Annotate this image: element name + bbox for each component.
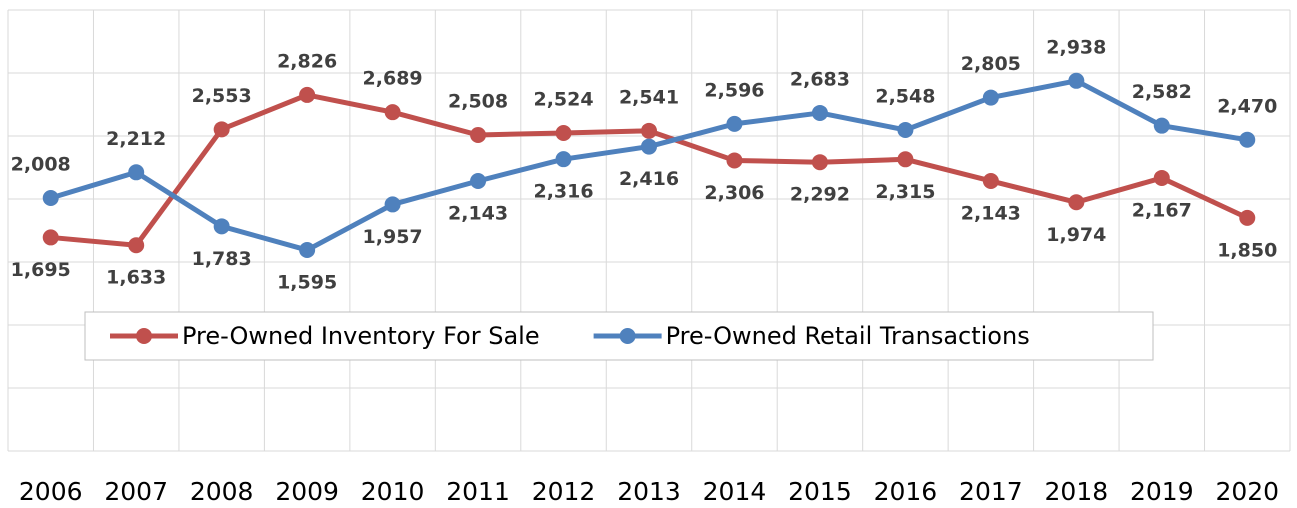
x-tick-label: 2020	[1215, 477, 1279, 506]
data-label: 1,595	[277, 272, 337, 294]
data-label: 1,633	[106, 267, 166, 289]
data-label: 2,938	[1046, 36, 1106, 58]
data-point	[470, 172, 487, 189]
data-label: 2,212	[106, 128, 166, 150]
x-tick-label: 2018	[1045, 477, 1109, 506]
data-label: 2,508	[448, 90, 508, 112]
data-point	[555, 124, 572, 141]
data-label: 2,582	[1132, 81, 1192, 103]
x-tick-label: 2012	[532, 477, 596, 506]
data-label: 1,974	[1046, 224, 1106, 246]
data-point	[726, 152, 743, 169]
data-point	[384, 196, 401, 213]
legend-marker	[136, 328, 152, 344]
data-label: 2,315	[875, 181, 935, 203]
data-point	[811, 104, 828, 121]
data-point	[299, 86, 316, 103]
data-label: 2,689	[363, 68, 423, 90]
data-point	[1239, 209, 1256, 226]
data-point	[1068, 194, 1085, 211]
data-label: 2,167	[1132, 199, 1192, 221]
data-point	[42, 229, 59, 246]
data-label: 2,596	[704, 79, 764, 101]
legend-label: Pre-Owned Inventory For Sale	[182, 322, 540, 350]
data-point	[213, 218, 230, 235]
data-label: 2,541	[619, 86, 679, 108]
x-tick-label: 2010	[361, 477, 425, 506]
x-tick-label: 2015	[788, 477, 852, 506]
data-label: 1,783	[192, 248, 252, 270]
data-point	[641, 138, 657, 155]
data-label: 2,524	[533, 88, 593, 110]
data-point	[1239, 131, 1256, 148]
legend: Pre-Owned Inventory For Sale Pre-Owned Re…	[84, 311, 1154, 361]
data-label: 2,805	[961, 53, 1021, 75]
x-tick-label: 2013	[617, 477, 681, 506]
data-point	[811, 154, 828, 171]
x-tick-label: 2006	[19, 477, 83, 506]
data-point	[384, 104, 401, 121]
data-point	[1153, 117, 1170, 134]
data-label: 2,416	[619, 168, 679, 190]
data-point	[213, 121, 230, 138]
data-label: 2,008	[11, 153, 71, 175]
data-point	[641, 122, 657, 139]
x-tick-label: 2014	[703, 477, 767, 506]
data-label: 2,306	[704, 182, 764, 204]
x-tick-label: 2008	[190, 477, 254, 506]
data-label: 2,826	[277, 50, 337, 72]
data-label: 1,850	[1217, 239, 1277, 261]
x-tick-label: 2019	[1130, 477, 1194, 506]
x-tick-label: 2009	[275, 477, 339, 506]
data-point	[726, 115, 743, 132]
data-label: 2,553	[192, 85, 252, 107]
data-point	[897, 151, 914, 168]
data-point	[897, 121, 914, 138]
data-point	[555, 151, 572, 168]
data-point	[299, 242, 316, 259]
data-label: 2,683	[790, 68, 850, 90]
data-label: 2,143	[448, 202, 508, 224]
data-point	[982, 89, 999, 106]
data-point	[1153, 169, 1170, 186]
legend-marker	[619, 328, 636, 344]
data-label: 2,143	[961, 202, 1021, 224]
x-tick-label: 2017	[959, 477, 1023, 506]
data-point	[982, 172, 999, 189]
data-label: 1,957	[363, 226, 423, 248]
legend-label: Pre-Owned Retail Transactions	[666, 322, 1030, 350]
x-tick-label: 2007	[104, 477, 168, 506]
data-point	[128, 237, 145, 254]
data-label: 2,470	[1217, 95, 1277, 117]
data-label: 2,292	[790, 184, 850, 206]
x-tick-label: 2011	[446, 477, 510, 506]
data-label: 2,548	[875, 85, 935, 107]
data-point	[128, 164, 145, 181]
data-point	[470, 126, 487, 143]
x-tick-label: 2016	[874, 477, 938, 506]
data-point	[1068, 72, 1085, 89]
data-label: 1,695	[11, 259, 71, 281]
data-point	[42, 189, 59, 206]
data-label: 2,316	[533, 181, 593, 203]
